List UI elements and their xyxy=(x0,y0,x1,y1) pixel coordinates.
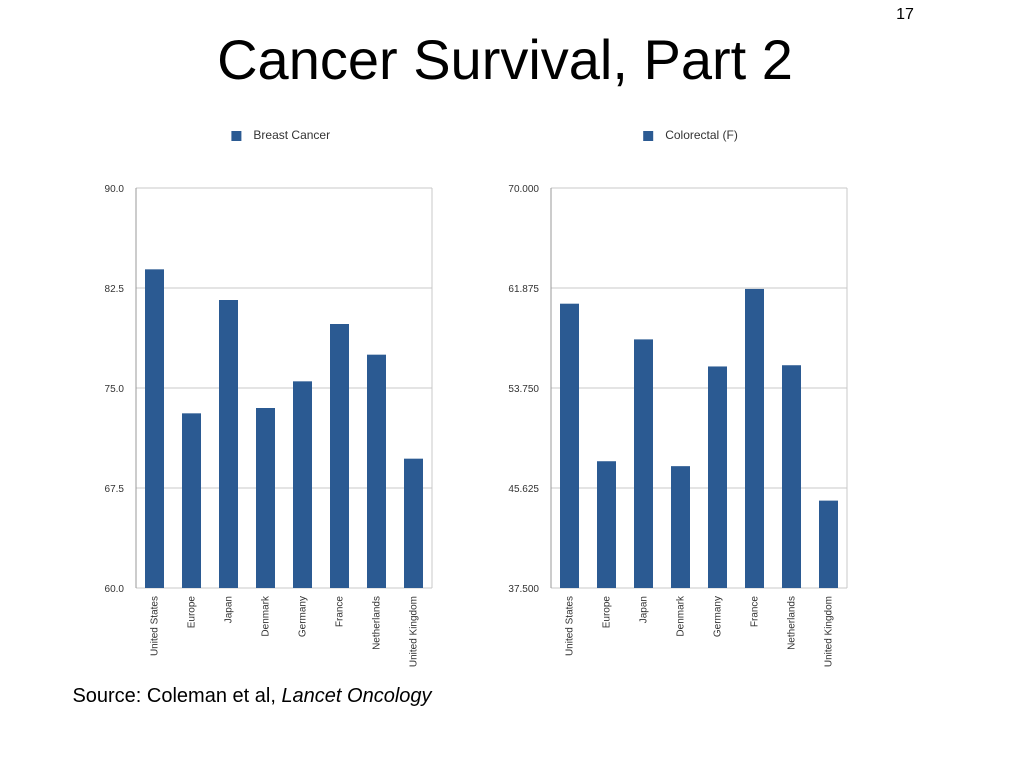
breast-cancer-chart: Breast Cancer 90.0 82.5 75.0 67.5 60.0 United … xyxy=(75,118,475,688)
bar-united-states xyxy=(560,303,579,588)
source-journal: Lancet Oncology xyxy=(281,685,432,707)
x-tick-label-united-states: United States xyxy=(565,596,576,656)
bar-germany xyxy=(708,366,727,588)
y-tick-label: 67.5 xyxy=(105,484,125,495)
legend-label: Colorectal (F) xyxy=(665,128,738,142)
bar-united-states xyxy=(145,269,164,588)
y-tick-label: 45.625 xyxy=(508,484,539,495)
x-tick-label-united-states: United States xyxy=(150,596,161,656)
y-tick-label: 70.000 xyxy=(508,184,539,195)
bar-france xyxy=(330,324,349,588)
bar-germany xyxy=(293,381,312,588)
bar-japan xyxy=(219,300,238,588)
x-tick-label-europe: Europe xyxy=(187,596,198,629)
y-tick-label: 90.0 xyxy=(105,184,125,195)
x-tick-label-denmark: Denmark xyxy=(261,595,272,637)
y-tick-label: 37.500 xyxy=(508,584,539,595)
slide-number: 17 xyxy=(896,6,914,23)
y-tick-label: 75.0 xyxy=(105,384,125,395)
x-tick-label-united-kingdom: United Kingdom xyxy=(824,596,835,667)
legend-swatch xyxy=(643,131,654,141)
x-tick-label-united-kingdom: United Kingdom xyxy=(409,596,420,667)
legend-label: Breast Cancer xyxy=(253,128,330,142)
x-tick-label-japan: Japan xyxy=(639,596,650,623)
colorectal-chart: Colorectal (F) 70.000 61.875 53.750 45.625 37… xyxy=(490,118,890,688)
bar-united-kingdom xyxy=(819,500,838,588)
source-citation: Source: Coleman et al, Lancet Oncology xyxy=(70,682,434,710)
x-tick-label-netherlands: Netherlands xyxy=(787,596,798,650)
chart-svg: Colorectal (F) 70.000 61.875 53.750 45.625 37… xyxy=(508,128,848,667)
y-tick-label: 53.750 xyxy=(508,384,539,395)
bar-france xyxy=(745,288,764,588)
x-tick-label-denmark: Denmark xyxy=(676,595,687,637)
chart-svg: Breast Cancer 90.0 82.5 75.0 67.5 60.0 United … xyxy=(105,128,433,667)
y-tick-label: 61.875 xyxy=(508,284,539,295)
bar-netherlands xyxy=(367,354,386,588)
y-tick-label: 82.5 xyxy=(105,284,125,295)
x-tick-label-france: France xyxy=(335,596,346,628)
bar-netherlands xyxy=(782,365,801,588)
slide-title: Cancer Survival, Part 2 xyxy=(217,28,793,91)
bar-denmark xyxy=(256,408,275,588)
x-tick-label-europe: Europe xyxy=(602,596,613,629)
y-tick-label: 60.0 xyxy=(105,584,125,595)
bar-japan xyxy=(634,339,653,588)
x-tick-label-germany: Germany xyxy=(298,596,309,637)
source-text: Source: Coleman et al, xyxy=(72,685,276,707)
x-tick-label-france: France xyxy=(750,596,761,628)
bar-denmark xyxy=(671,466,690,588)
x-tick-label-germany: Germany xyxy=(713,596,724,637)
x-tick-label-japan: Japan xyxy=(224,596,235,623)
bar-united-kingdom xyxy=(404,458,423,588)
bar-europe xyxy=(597,461,616,588)
legend-swatch xyxy=(231,131,242,141)
x-tick-label-netherlands: Netherlands xyxy=(372,596,383,650)
bar-europe xyxy=(182,413,201,588)
